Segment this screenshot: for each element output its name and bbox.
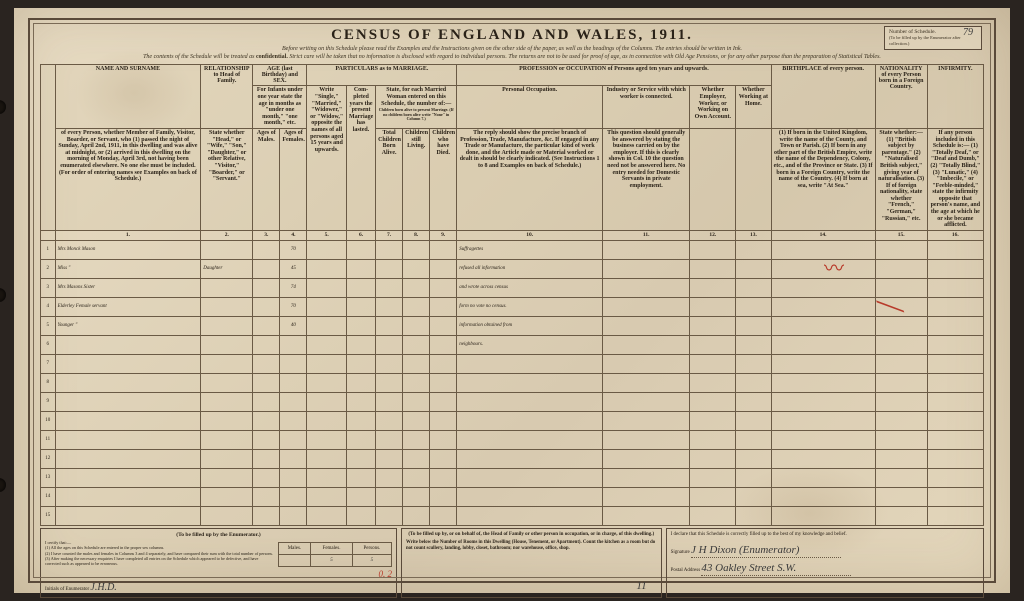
schedule-number: 79 [963,27,973,38]
punch-hole [0,288,6,302]
red-totals: 0. 2 [278,569,392,580]
table-row: 13 [41,468,984,487]
age-m: Ages of Males. [253,128,280,230]
col-nationality: NATIONALITY of every Person born in a Fo… [875,65,927,129]
form-frame: Number of Schedule. 79 (To be filled up … [28,18,996,583]
enumerator-box: (To be filled up by the Enumerator.) I c… [40,528,397,598]
table-row: 8 [41,373,984,392]
rooms-box: (To be filled up by, or on behalf of, th… [401,528,662,598]
table-header: NAME AND SURNAME RELATIONSHIP to Head of… [41,65,984,240]
table-row: 11 [41,430,984,449]
table-row: 5Younger "40information obtained from [41,316,984,335]
table-row: 9 [41,392,984,411]
occ-personal-sub: The reply should show the precise branch… [457,128,603,230]
signature: J H Dixon (Enumerator) [691,544,841,558]
table-row: 7 [41,354,984,373]
table-row: 15 [41,506,984,525]
birth-sub: (1) If born in the United Kingdom, write… [771,128,875,230]
instruction-line-2: The contents of the Schedule will be tre… [80,54,944,61]
occ-personal-h: Personal Occupation. [457,86,603,129]
table-row: 4Elderley Female servant70form no vote n… [41,297,984,316]
col-relationship: RELATIONSHIP to Head of Family. [201,65,253,129]
ch-died: Children who have Died. [430,128,457,230]
census-table: NAME AND SURNAME RELATIONSHIP to Head of… [40,64,984,525]
age-f: Ages of Females. [280,128,307,230]
table-row: 2Miss "Daughter45refused all information [41,259,984,278]
ch-liv: Children still Living. [403,128,430,230]
inf-sub: If any person included in this Schedule … [927,128,983,230]
occ-employer-h: Whether Employer, Worker, or Working on … [690,86,736,129]
punch-hole [0,478,6,492]
column-numbers: 1. 2. 3. 4. 5. 6. 7. 8. 9. 10. 11. 12. 1… [41,230,984,240]
table-row: 14 [41,487,984,506]
col-infirmity: INFIRMITY. [927,65,983,129]
occ-home-h: Whether Working at Home. [736,86,771,129]
marr-years: Com-pleted years the present Marriage ha… [346,86,375,230]
nat-sub: State whether:— (1) "British subject by … [875,128,927,230]
col-name: NAME AND SURNAME [55,65,201,129]
table-row: 12 [41,449,984,468]
ch-total: Total Children Born Alive. [376,128,403,230]
instruction-line-1: Before writing on this Schedule please r… [80,46,944,53]
table-body: 1Mrs Monck Mason70Suffragettes2Miss "Dau… [41,240,984,525]
occ-industry-sub: This question should generally be answer… [602,128,689,230]
form-title: CENSUS OF ENGLAND AND WALES, 1911. [331,27,693,44]
col-marriage: PARTICULARS as to MARRIAGE. [307,65,457,86]
col-occupation: PROFESSION or OCCUPATION of Persons aged… [457,65,771,86]
occ-employer-sub [690,128,736,230]
schedule-sublabel: (To be filled up by the Enumerator after… [889,35,961,46]
totals-table: Males.Females.Persons. 5 5 [278,542,392,567]
occ-industry-h: Industry or Service with which worker is… [602,86,689,129]
marr-status: Write "Single," "Married," "Widower," or… [307,86,347,230]
table-row: 6neighbours. [41,335,984,354]
rel-sub: State whether "Head," or "Wife," "Son," … [201,128,253,230]
occ-home-sub [736,128,771,230]
census-paper: Number of Schedule. 79 (To be filled up … [14,8,1010,593]
postal-address: 43 Oakley Street S.W. [701,562,851,576]
declaration-box: I declare that this Schedule is correctl… [666,528,984,598]
table-row: 3Mrs Masons Sister74and wrote across cen… [41,278,984,297]
rooms-value: 11 [636,580,646,593]
cert-text: I certify that:— (1) All the ages on thi… [45,540,274,580]
col-rownum [41,65,56,230]
form-header: CENSUS OF ENGLAND AND WALES, 1911. [40,26,984,44]
age-sub: For Infants under one year state the age… [253,86,307,129]
table-row: 10 [41,411,984,430]
schedule-number-box: Number of Schedule. 79 (To be filled up … [884,26,982,50]
name-sub: of every Person, whether Member of Famil… [55,128,201,230]
marr-children: State, for each Married Woman entered on… [376,86,457,129]
table-row: 1Mrs Monck Mason70Suffragettes [41,240,984,259]
punch-hole [0,100,6,114]
col-birthplace: BIRTHPLACE of every person. [771,65,875,129]
footer: (To be filled up by the Enumerator.) I c… [40,528,984,598]
col-age: AGE (last Birthday) and SEX. [253,65,307,86]
